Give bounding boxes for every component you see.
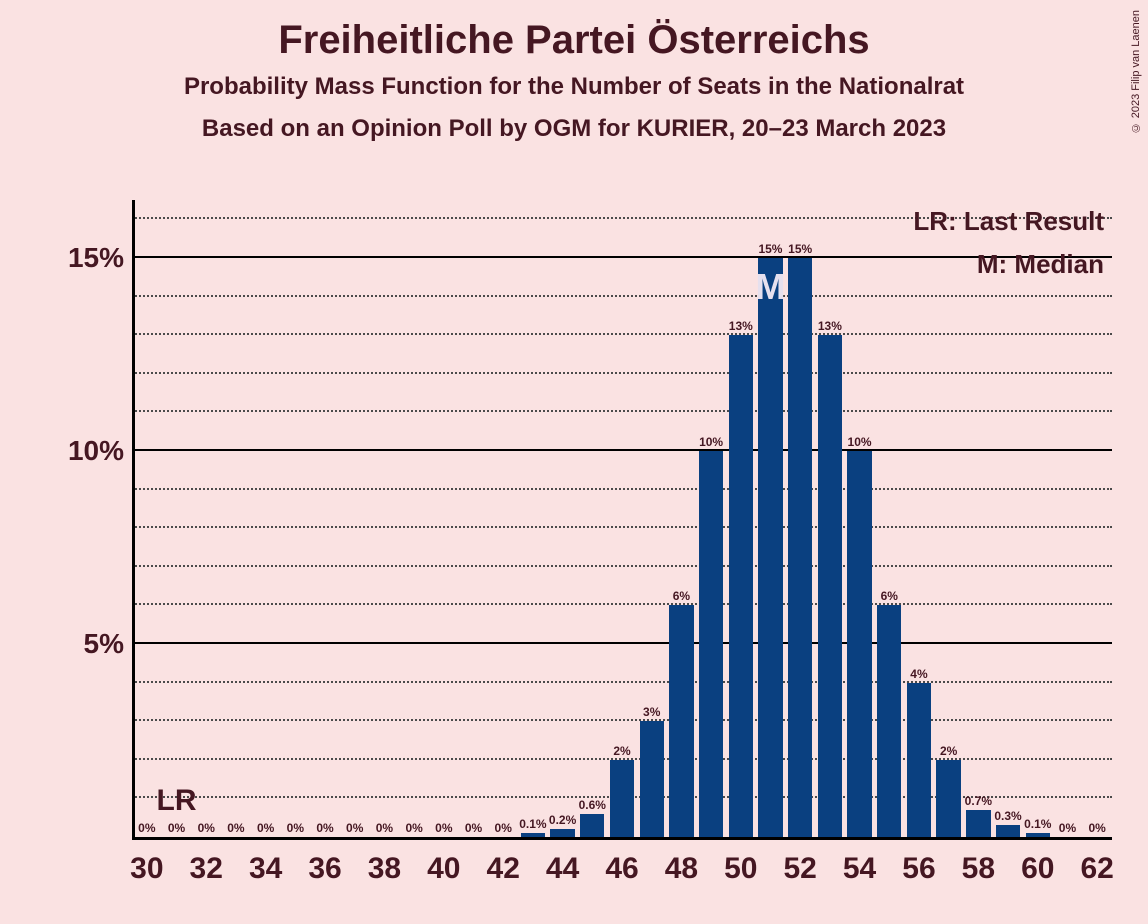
bar-value-label: 6% — [673, 589, 690, 603]
bar-value-label: 0% — [198, 821, 215, 835]
bar-value-label: 0% — [376, 821, 393, 835]
bar-value-label: 0.2% — [549, 813, 576, 827]
bar-value-label: 6% — [881, 589, 898, 603]
bar: 10% — [699, 451, 723, 837]
bar-value-label: 13% — [818, 319, 842, 333]
bar: 2% — [610, 760, 634, 837]
bar-value-label: 0% — [346, 821, 363, 835]
x-tick-label: 32 — [190, 852, 223, 886]
subtitle-1: Probability Mass Function for the Number… — [0, 73, 1148, 101]
x-tick-label: 36 — [308, 852, 341, 886]
x-tick-label: 58 — [962, 852, 995, 886]
bar: 3% — [640, 721, 664, 837]
bar-value-label: 13% — [729, 319, 753, 333]
bar-value-label: 0.1% — [519, 817, 546, 831]
bar-value-label: 10% — [699, 435, 723, 449]
bar: 15% — [788, 258, 812, 837]
bar-value-label: 0% — [257, 821, 274, 835]
x-tick-label: 30 — [130, 852, 163, 886]
bar: 13% — [729, 335, 753, 837]
median-marker: M — [755, 266, 785, 308]
legend-last-result: LR: Last Result — [913, 206, 1104, 237]
bar-value-label: 3% — [643, 705, 660, 719]
x-tick-label: 60 — [1021, 852, 1054, 886]
x-tick-label: 38 — [368, 852, 401, 886]
x-tick-label: 40 — [427, 852, 460, 886]
bar-value-label: 0.7% — [965, 794, 992, 808]
bar: 2% — [936, 760, 960, 837]
bar: 0.7% — [966, 810, 990, 837]
legend: LR: Last Result M: Median — [913, 206, 1104, 280]
page-title: Freiheitliche Partei Österreichs — [0, 18, 1148, 63]
bar-value-label: 0% — [495, 821, 512, 835]
x-tick-label: 52 — [783, 852, 816, 886]
bar-value-label: 0.1% — [1024, 817, 1051, 831]
x-tick-label: 62 — [1080, 852, 1113, 886]
copyright-text: © 2023 Filip van Laenen — [1130, 10, 1142, 133]
subtitle-2: Based on an Opinion Poll by OGM for KURI… — [0, 115, 1148, 143]
bar-value-label: 15% — [758, 242, 782, 256]
x-tick-label: 46 — [605, 852, 638, 886]
bar-value-label: 0% — [405, 821, 422, 835]
x-tick-label: 50 — [724, 852, 757, 886]
x-tick-label: 54 — [843, 852, 876, 886]
bar: 13% — [818, 335, 842, 837]
bar-value-label: 0% — [316, 821, 333, 835]
bar-value-label: 0% — [138, 821, 155, 835]
bar: 10% — [847, 451, 871, 837]
chart-container: 5%10%15% 0%0%0%0%0%0%0%0%0%0%0%0%0%0.1%0… — [48, 200, 1118, 840]
y-tick-label: 10% — [24, 435, 124, 467]
bar-value-label: 0% — [287, 821, 304, 835]
x-axis-labels: 30 32 34 36 38 40 42 44 46 48 50 52 54 56 58 60 62 — [132, 852, 1112, 902]
bar-value-label: 0% — [1059, 821, 1076, 835]
bar: 6% — [669, 605, 693, 837]
y-axis-line — [132, 200, 135, 840]
bar-value-label: 0% — [227, 821, 244, 835]
bar-value-label: 0.3% — [994, 809, 1021, 823]
y-tick-label: 15% — [24, 242, 124, 274]
bar-value-label: 0% — [435, 821, 452, 835]
bars-group: 0%0%0%0%0%0%0%0%0%0%0%0%0%0.1%0.2%0.6%2%… — [132, 200, 1112, 837]
y-tick-label: 5% — [24, 628, 124, 660]
bar-value-label: 0% — [168, 821, 185, 835]
bar-value-label: 4% — [910, 667, 927, 681]
bar-value-label: 15% — [788, 242, 812, 256]
x-tick-label: 48 — [665, 852, 698, 886]
bar-value-label: 0% — [465, 821, 482, 835]
bar: 0.2% — [550, 829, 574, 837]
bar-value-label: 10% — [848, 435, 872, 449]
bar-value-label: 0.6% — [579, 798, 606, 812]
bar-value-label: 0% — [1088, 821, 1105, 835]
legend-median: M: Median — [913, 249, 1104, 280]
x-axis-line — [132, 837, 1112, 840]
x-tick-label: 56 — [902, 852, 935, 886]
x-tick-label: 34 — [249, 852, 282, 886]
bar: 4% — [907, 683, 931, 837]
bar: 6% — [877, 605, 901, 837]
bar: 0.6% — [580, 814, 604, 837]
plot-area: 0%0%0%0%0%0%0%0%0%0%0%0%0%0.1%0.2%0.6%2%… — [132, 200, 1112, 840]
bar: 0.3% — [996, 825, 1020, 837]
x-tick-label: 42 — [487, 852, 520, 886]
x-tick-label: 44 — [546, 852, 579, 886]
bar-value-label: 2% — [613, 744, 630, 758]
bar-value-label: 2% — [940, 744, 957, 758]
last-result-marker: LR — [157, 784, 197, 818]
bar: 15%M — [758, 258, 782, 837]
